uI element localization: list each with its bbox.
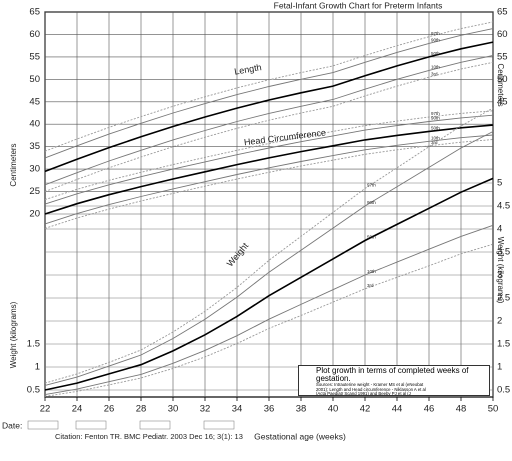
x-tick-label: 26 [104,404,115,415]
curve-line [44,243,494,397]
y2-axis-label-left: Weight (kilograms) [9,301,18,368]
x-tick-label: 48 [456,404,467,415]
x-tick-label: 50 [488,404,499,415]
y-tick-label-right: 50 [497,74,508,85]
curve-line [44,110,494,201]
note-heading: Plot growth in terms of completed weeks … [316,366,469,383]
y-tick-label-right: 55 [497,51,508,62]
x-tick-label: 28 [136,404,147,415]
y-axis-label: Centimeters [9,143,18,186]
curve-line [44,177,494,391]
percentile-label: 10th [367,269,376,274]
curve-line [44,139,494,229]
x-tick-label: 30 [168,404,179,415]
percentile-label: 10th [431,135,440,140]
curve-line [44,124,494,215]
percentile-label: 3rd [367,283,374,288]
percentile-label: 97th [367,183,376,188]
x-tick-label: 46 [424,404,435,415]
curve-line [44,55,494,186]
y2-tick-label: 1 [497,362,502,373]
y-axis-label-right: Centimeters [496,63,505,106]
x-tick-label: 36 [264,404,275,415]
y-tick-label: 30 [29,164,40,175]
percentile-label: 90th [431,116,440,121]
curve-line [44,114,494,205]
y-tick-label-right: 60 [497,29,508,40]
curve-line [44,131,494,386]
y2-tick-label-left: 0.5 [27,385,40,396]
y2-tick-label: 5 [497,178,502,189]
curve-line [44,21,494,152]
y2-tick-label: 3.5 [497,247,510,258]
y2-tick-label: 4.5 [497,201,510,212]
y2-tick-label: 2 [497,316,502,327]
x-tick-label: 22 [40,404,51,415]
y-tick-label: 50 [29,74,40,85]
x-tick-label: 42 [360,404,371,415]
percentile-label: 10th [431,65,440,70]
note-sources: Sources: Intrauterine weight - Kramer MS… [316,382,426,396]
y-tick-label-right: 65 [497,7,508,18]
chart-title: Fetal-Infant Growth Chart for Preterm In… [274,0,443,10]
y2-tick-label: 2.5 [497,293,510,304]
x-axis-label: Gestational age (weeks) [254,431,346,441]
y-tick-label: 25 [29,186,40,197]
x-tick-label: 34 [232,404,243,415]
y-tick-label: 55 [29,51,40,62]
percentile-label: 50th [431,126,440,131]
y2-tick-label: 4 [497,224,502,235]
percentile-label: 90th [431,38,440,43]
date-label: Date: [2,420,22,430]
curve-line [44,61,494,193]
curve-line [44,41,494,173]
y-tick-label: 45 [29,96,40,107]
y-tick-label: 35 [29,141,40,152]
y2-tick-label: 1.5 [497,339,510,350]
percentile-label: 90th [367,200,376,205]
curve-line [44,28,494,159]
note-box: Plot growth in terms of completed weeks … [298,365,490,396]
y2-tick-label: 3 [497,270,502,281]
y-tick-label: 60 [29,29,40,40]
y-tick-label: 20 [29,209,40,220]
percentile-label: 97th [431,111,440,116]
curve-line [44,107,494,384]
percentile-label: 3rd [431,140,438,145]
x-tick-label: 40 [328,404,339,415]
percentile-label: 50th [431,51,440,56]
x-tick-label: 24 [72,404,83,415]
y-tick-label: 40 [29,119,40,130]
percentile-label: 97th [431,31,440,36]
percentile-label: 50th [367,235,376,240]
curve-label: Length [233,62,262,77]
y-tick-label: 65 [29,7,40,18]
x-tick-label: 44 [392,404,403,415]
curve-line [44,224,494,396]
y2-tick-label-left: 1.5 [27,339,40,350]
x-tick-label: 38 [296,404,307,415]
date-boxes [27,420,235,430]
curve-line [44,134,494,225]
y2-tick-label: 0.5 [497,385,510,396]
y2-tick-label-left: 1 [35,362,40,373]
y-tick-label-right: 45 [497,96,508,107]
percentile-label: 3rd [431,71,438,76]
y2-axis-label: Weight (kilograms) [496,237,505,304]
citation: Citation: Fenton TR. BMC Pediatr. 2003 D… [55,432,243,441]
x-tick-label: 32 [200,404,211,415]
